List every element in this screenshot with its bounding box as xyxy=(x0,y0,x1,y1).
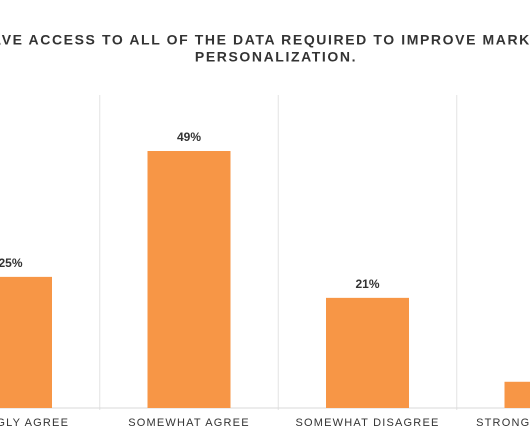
bar xyxy=(147,151,231,408)
value-label: 25% xyxy=(0,256,23,270)
value-label: 21% xyxy=(355,277,379,291)
x-tick-label: STRONGLY AGREE xyxy=(0,417,69,429)
chart-title: PERSONALIZATION. xyxy=(195,49,357,65)
chart-title: I HAVE ACCESS TO ALL OF THE DATA REQUIRE… xyxy=(0,32,530,48)
x-tick-label: SOMEWHAT DISAGREE xyxy=(295,417,439,429)
value-label: 49% xyxy=(177,130,201,144)
bar xyxy=(504,381,530,408)
x-tick-label: SOMEWHAT AGREE xyxy=(128,417,250,429)
bar xyxy=(0,276,52,408)
x-tick-label: STRONGLY DISAGREE xyxy=(476,417,530,429)
bar xyxy=(326,297,409,408)
